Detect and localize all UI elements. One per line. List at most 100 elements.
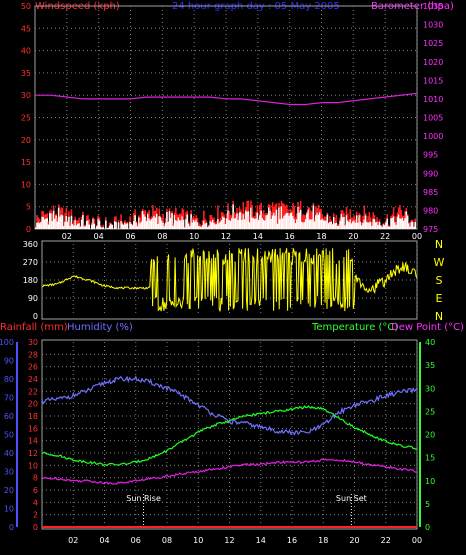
temperature-line (41, 405, 418, 467)
gust-bar (70, 215, 73, 229)
rainfall-tick: 6 (33, 486, 38, 495)
gust-bar (252, 218, 255, 229)
gust-bar (129, 222, 131, 229)
gust-bar (69, 225, 71, 229)
gust-bar (110, 223, 112, 229)
barometer-tick: 1035 (423, 2, 443, 11)
gust-bar (203, 220, 205, 229)
windspeed-bar (51, 213, 54, 229)
gust-bar (236, 213, 238, 229)
barometer-tick: 1000 (423, 132, 443, 141)
windspeed-bar (217, 205, 219, 229)
gust-bar (259, 215, 261, 229)
windspeed-bar (102, 224, 105, 229)
gust-bar (80, 219, 83, 229)
gust-bar (369, 221, 372, 229)
rainfall-tick: 4 (33, 498, 38, 507)
windspeed-tick: 35 (21, 69, 31, 78)
gust-bar (215, 224, 218, 229)
barometer-line (35, 92, 418, 106)
windspeed-bar (276, 216, 279, 229)
gust-bar (57, 207, 60, 229)
gust-bar (183, 227, 186, 229)
gust-bar (46, 218, 49, 229)
gust-bar (303, 221, 306, 229)
gust-bar (112, 228, 115, 229)
gust-bar (231, 218, 233, 229)
gust-bar (404, 218, 406, 229)
temperature-tick: 35 (425, 361, 435, 370)
gust-bar (298, 212, 301, 229)
windspeed-bar (35, 225, 37, 229)
x-tick: 08 (162, 536, 172, 545)
gust-bar (275, 209, 278, 229)
rainfall-tick: 22 (28, 387, 38, 396)
gust-bar (199, 226, 201, 229)
gust-bar (47, 224, 50, 229)
gust-bar (40, 222, 42, 229)
windspeed-bar (73, 220, 75, 229)
gust-bar (191, 222, 194, 229)
x-tick: 20 (349, 536, 359, 545)
gust-bar (363, 219, 366, 229)
gust-bar (336, 225, 339, 229)
gust-bar (268, 207, 270, 229)
gust-bar (52, 210, 55, 229)
direction-tick: 180 (23, 276, 38, 285)
rainfall-tick: 0 (33, 523, 38, 532)
gust-bar (376, 221, 378, 229)
compass-label: W (434, 256, 445, 269)
gust-bar (243, 219, 246, 229)
gust-bar (42, 216, 45, 229)
windspeed-bar (183, 225, 186, 229)
gust-bar (405, 211, 408, 229)
gust-bar (157, 223, 159, 229)
gust-bar (401, 217, 404, 229)
windspeed-bar (320, 208, 322, 229)
gust-bar (77, 223, 79, 229)
gust-bar (38, 223, 41, 229)
gust-bar (162, 222, 164, 229)
rainfall-tick: 30 (28, 338, 38, 347)
temperature-tick: 0 (425, 523, 430, 532)
panel1-x-tick-labels: 02 04 06 08 10 12 14 16 18 20 22 00 (62, 232, 422, 241)
gust-bar (190, 214, 192, 229)
gust-bar (344, 225, 346, 229)
gust-bar (111, 225, 113, 229)
windspeed-bar (203, 210, 205, 229)
windspeed-tick-labels: 0 5 10 15 20 25 30 35 40 45 50 (21, 2, 31, 234)
barometer-tick: 1020 (423, 58, 443, 67)
gust-bar (176, 221, 178, 229)
rainfall-tick: 26 (28, 363, 38, 372)
windspeed-bar (88, 219, 91, 229)
temperature-tick: 30 (425, 384, 435, 393)
gust-bar (140, 221, 143, 229)
windspeed-tick: 5 (26, 203, 31, 212)
direction-tick-labels: 0 90 180 270 360 (23, 240, 38, 321)
compass-label: N (435, 310, 443, 323)
temperature-axis-title: Temperature (°C) (311, 322, 398, 333)
gust-bar (394, 222, 396, 229)
gust-bar (355, 215, 358, 229)
gust-bar (83, 226, 85, 229)
gust-bar (185, 219, 187, 229)
windspeed-bar (210, 215, 213, 229)
gust-bar (101, 227, 103, 229)
gust-bar (261, 218, 264, 229)
gust-bar (385, 222, 387, 229)
gust-bar (50, 213, 52, 229)
gust-bar (360, 225, 363, 229)
x-tick: 10 (189, 232, 199, 241)
gust-bar (353, 220, 355, 229)
gust-bar (88, 224, 91, 229)
temperature-tick: 40 (425, 338, 435, 347)
windspeed-bar (36, 215, 38, 229)
gust-bar (172, 225, 175, 229)
gust-bar (204, 223, 206, 229)
gust-bar (99, 226, 102, 229)
gust-bar (293, 219, 296, 229)
x-tick: 04 (99, 536, 109, 545)
